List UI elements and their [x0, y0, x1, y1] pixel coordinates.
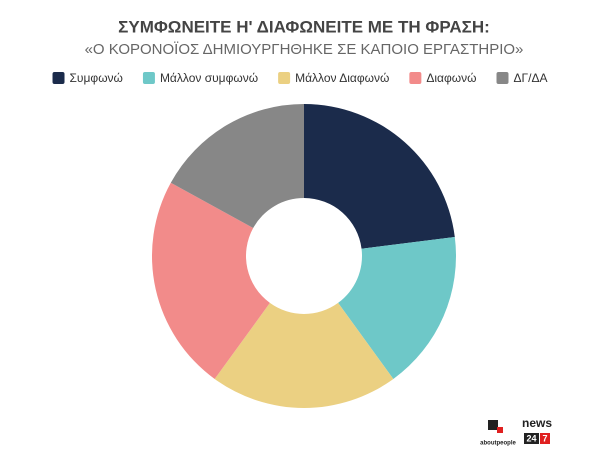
logo-text: 24: [526, 433, 536, 443]
logo-text: aboutpeople: [480, 441, 516, 447]
logo-mark: [488, 420, 498, 430]
donut-slice: [304, 104, 455, 249]
legend: Συμφωνώ Μάλλον συμφωνώ Μάλλον Διαφωνώ Διαφω…: [52, 71, 548, 85]
logo-text: news: [522, 416, 552, 430]
logo-aboutpeople: aboutpeople: [480, 420, 516, 447]
legend-swatch: [409, 72, 422, 84]
logo-box: [524, 433, 539, 444]
legend-label: Συμφωνώ: [70, 71, 123, 85]
donut-slice: [170, 104, 304, 229]
legend-label: Διαφωνώ: [426, 71, 476, 85]
legend-label: Μάλλον Διαφωνώ: [295, 71, 389, 85]
donut-slice: [152, 182, 270, 379]
logo-box: [540, 433, 550, 444]
logo-news247: news 24 7: [522, 416, 552, 444]
legend-label: Μάλλον συμφωνώ: [160, 71, 258, 85]
donut-slice: [214, 302, 394, 408]
legend-swatch: [142, 72, 155, 84]
logo-mark: [497, 427, 503, 433]
chart-subtitle: «Ο ΚΟΡΟΝΟΪΟΣ ΔΗΜΙΟΥΡΓΗΘΗΚΕ ΣΕ ΚΑΠΟΙΟ ΕΡΓ…: [85, 41, 524, 58]
legend-swatch: [496, 72, 509, 84]
legend-swatch: [278, 72, 291, 84]
logo-text: 7: [542, 433, 547, 443]
legend-label: ΔΓ/ΔΑ: [514, 71, 548, 85]
legend-swatch: [52, 72, 65, 84]
donut-slice: [338, 236, 456, 379]
chart-title: ΣΥΜΦΩΝΕΙΤΕ Η' ΔΙΑΦΩΝΕΙΤΕ ΜΕ ΤΗ ΦΡΑΣΗ:: [118, 17, 490, 36]
